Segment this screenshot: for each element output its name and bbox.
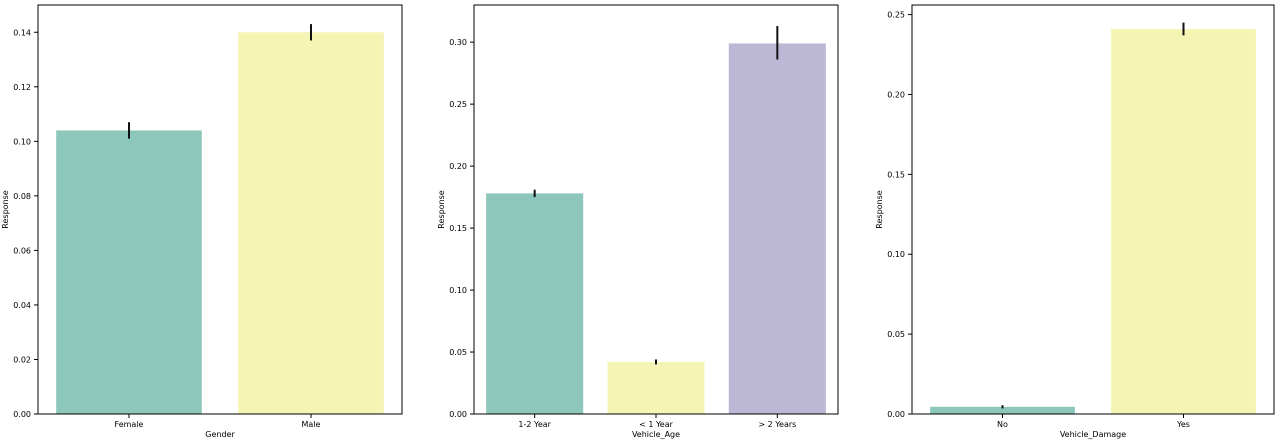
y-tick-label: 0.00 bbox=[449, 410, 467, 419]
x-tick-label: Male bbox=[302, 420, 321, 429]
x-tick-label: No bbox=[997, 420, 1008, 429]
x-tick-label: Yes bbox=[1176, 420, 1190, 429]
bar-2 bbox=[607, 361, 705, 414]
y-tick-label: 0.12 bbox=[13, 83, 31, 92]
x-tick-label: > 2 Years bbox=[758, 420, 796, 429]
y-tick-label: 0.02 bbox=[13, 355, 31, 364]
y-tick-label: 0.14 bbox=[13, 28, 31, 37]
x-tick-label: Female bbox=[115, 420, 144, 429]
x-axis-label: Vehicle_Damage bbox=[1060, 430, 1126, 439]
y-tick-label: 0.05 bbox=[887, 330, 905, 339]
y-tick-label: 0.10 bbox=[887, 250, 905, 259]
y-tick-label: 0.04 bbox=[13, 301, 31, 310]
bar-1 bbox=[930, 406, 1075, 414]
bar-2 bbox=[238, 32, 384, 415]
y-tick-label: 0.25 bbox=[449, 100, 467, 109]
chart-panel-2: 0.00 0.05 0.10 0.15 0.20 0.25 0.30 1-2 Year < 1 … bbox=[437, 4, 839, 439]
y-axis-label: Response bbox=[437, 190, 446, 229]
plot-frame bbox=[911, 4, 1275, 415]
y-tick-label: 0.20 bbox=[887, 90, 905, 99]
y-tick-label: 0.15 bbox=[887, 170, 905, 179]
y-tick-label: 0.20 bbox=[449, 162, 467, 171]
y-tick-label: 0.00 bbox=[887, 410, 905, 419]
chart-panel-3: 0.00 0.05 0.10 0.15 0.20 0.25 No Yes Vehicle_Dam… bbox=[875, 4, 1275, 439]
y-axis-label: Response bbox=[1, 190, 10, 229]
y-tick-label: 0.15 bbox=[449, 224, 467, 233]
x-tick-label: 1-2 Year bbox=[518, 420, 551, 429]
x-axis-label: Vehicle_Age bbox=[632, 430, 680, 439]
plot-frame bbox=[37, 4, 403, 415]
bar-2 bbox=[1111, 28, 1256, 414]
x-tick-label: < 1 Year bbox=[639, 420, 674, 429]
bar-1 bbox=[486, 193, 584, 414]
y-tick-label: 0.08 bbox=[13, 192, 31, 201]
y-tick-label: 0.30 bbox=[449, 38, 467, 47]
y-tick-label: 0.05 bbox=[449, 348, 467, 357]
y-tick-label: 0.00 bbox=[13, 410, 31, 419]
y-tick-label: 0.10 bbox=[13, 137, 31, 146]
bar-3 bbox=[728, 43, 826, 415]
y-tick-label: 0.10 bbox=[449, 286, 467, 295]
y-tick-label: 0.25 bbox=[887, 11, 905, 20]
x-axis-label: Gender bbox=[205, 430, 235, 439]
bar-1 bbox=[56, 130, 202, 414]
y-tick-label: 0.06 bbox=[13, 246, 31, 255]
chart-panel-1: 0.00 0.02 0.04 0.06 0.08 0.10 0.12 0.14 Female Ma… bbox=[1, 4, 403, 439]
y-axis-label: Response bbox=[875, 190, 884, 229]
